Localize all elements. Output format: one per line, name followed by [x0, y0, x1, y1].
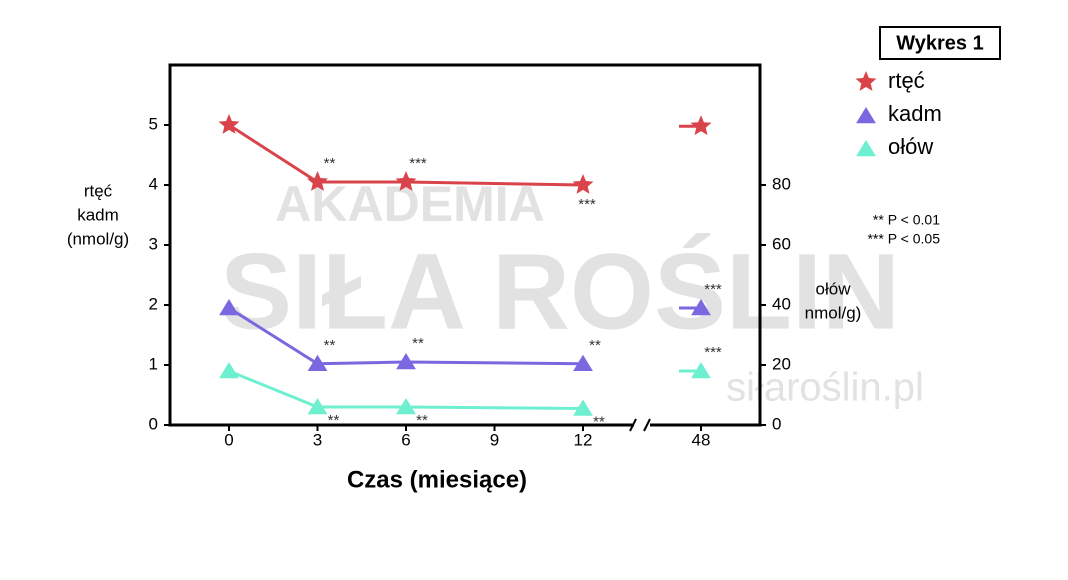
x-tick-label: 0	[224, 430, 233, 449]
significance-label: **	[324, 155, 336, 172]
x-tick-label: 6	[401, 430, 410, 449]
y2-tick-label: 80	[772, 174, 791, 193]
significance-label: **	[324, 337, 336, 354]
note: *** P < 0.05	[867, 231, 940, 247]
axis-break	[629, 418, 637, 432]
significance-label: **	[412, 335, 424, 352]
series-line	[228, 123, 584, 187]
y-tick-label: 5	[149, 114, 158, 133]
data-point	[691, 299, 711, 316]
data-point	[572, 174, 594, 194]
data-point	[307, 171, 328, 191]
y2-tick-label: 0	[772, 414, 781, 433]
significance-label: **	[589, 337, 601, 354]
significance-label: ***	[578, 196, 596, 213]
watermark: SIŁA ROŚLIN	[220, 231, 900, 352]
data-point	[573, 399, 593, 416]
y2-tick-label: 60	[772, 234, 791, 253]
data-point	[218, 114, 240, 134]
y-tick-label: 2	[149, 294, 158, 313]
x-tick-label: 3	[313, 430, 322, 449]
data-point	[219, 299, 239, 316]
significance-label: **	[416, 412, 428, 429]
legend-marker	[855, 71, 877, 91]
data-point	[395, 171, 417, 191]
watermark: siłaroślin.pl	[726, 366, 924, 410]
y-tick-label: 3	[149, 234, 158, 253]
data-point	[690, 115, 712, 136]
significance-label: **	[328, 412, 340, 429]
badge-box	[879, 26, 1001, 60]
legend-label: ołów	[888, 134, 933, 159]
badge: Wykres 1	[896, 32, 983, 54]
y-tick-label: 0	[149, 414, 158, 433]
data-point	[219, 362, 239, 379]
x-tick-label: 12	[574, 430, 593, 449]
y-axis-label: kadm	[77, 205, 119, 224]
y-tick-label: 4	[149, 174, 158, 193]
data-point	[307, 398, 328, 415]
data-point	[307, 354, 328, 371]
x-axis-label: Czas (miesiące)	[347, 466, 527, 493]
significance-label: ***	[704, 344, 722, 361]
legend-label: rtęć	[888, 68, 925, 93]
data-point	[396, 398, 416, 415]
y-axis-label: (nmol/g)	[67, 229, 129, 248]
legend-marker	[856, 140, 876, 157]
y-tick-label: 1	[149, 354, 158, 373]
legend-label: kadm	[888, 101, 942, 126]
x-tick-label: 9	[490, 430, 499, 449]
note: ** P < 0.01	[873, 212, 940, 228]
significance-label: ***	[704, 281, 722, 298]
plot-frame	[168, 63, 762, 427]
data-point	[573, 354, 593, 371]
significance-label: ***	[409, 155, 427, 172]
y2-axis-label: ołów	[816, 279, 852, 298]
significance-label: **	[593, 413, 605, 430]
data-point	[691, 362, 711, 379]
axis-break	[643, 418, 651, 432]
series-line	[228, 369, 584, 410]
y2-tick-label: 20	[772, 354, 791, 373]
x-tick-label: 48	[692, 430, 711, 449]
series-line	[228, 306, 584, 366]
y2-tick-label: 40	[772, 294, 791, 313]
y-axis-label: rtęć	[84, 181, 113, 200]
y2-axis-label: nmol/g)	[805, 303, 862, 322]
data-point	[396, 353, 416, 370]
legend-marker	[856, 107, 876, 124]
